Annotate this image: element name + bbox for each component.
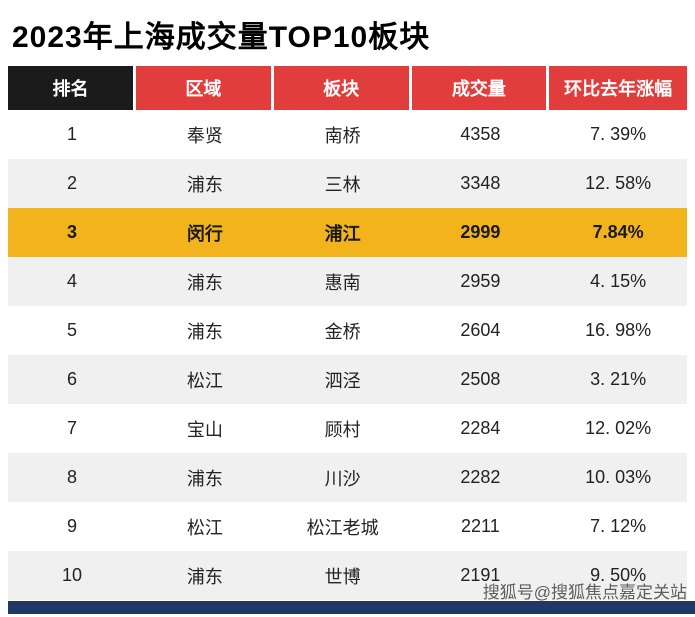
cell-block: 浦江	[324, 223, 361, 244]
cell-change: 7. 39%	[590, 124, 647, 144]
cell-volume: 3348	[460, 173, 501, 193]
cell-block: 世博	[324, 566, 361, 587]
cell-change: 10. 03%	[585, 467, 652, 487]
cell-volume: 2508	[460, 369, 501, 389]
cell-volume: 4358	[460, 124, 501, 144]
cell-region: 宝山	[186, 419, 223, 440]
cell-region: 浦东	[186, 321, 223, 342]
cell-change: 9. 50%	[590, 565, 647, 585]
table-row-1: 1 奉贤 南桥 4358 7. 39%	[8, 110, 687, 159]
cell-rank: 3	[66, 222, 77, 242]
cell-volume: 2284	[460, 418, 501, 438]
cell-rank: 8	[66, 467, 77, 487]
cell-region: 松江	[186, 370, 223, 391]
cell-block: 顾村	[324, 419, 361, 440]
cell-block: 南桥	[324, 125, 361, 146]
cell-rank: 7	[66, 418, 77, 438]
table-row-7: 7 宝山 顾村 2284 12. 02%	[8, 404, 687, 453]
top10-table: 排名 区域 板块 成交量 环比去年涨幅 1 奉贤 南桥 4358 7. 39% …	[8, 66, 687, 600]
header-block: 板块	[273, 66, 412, 110]
cell-change: 7.84%	[592, 222, 644, 242]
cell-rank: 6	[66, 369, 77, 389]
cell-block: 松江老城	[306, 517, 379, 538]
cell-region: 浦东	[186, 468, 223, 489]
table-row-10: 10 浦东 世博 2191 9. 50%	[8, 551, 687, 600]
cell-region: 浦东	[186, 174, 223, 195]
cell-region: 浦东	[186, 566, 223, 587]
cell-volume: 2282	[460, 467, 501, 487]
cell-block: 惠南	[324, 272, 361, 293]
cell-rank: 2	[66, 173, 77, 193]
cell-change: 3. 21%	[590, 369, 647, 389]
cell-rank: 9	[66, 516, 77, 536]
cell-change: 12. 02%	[585, 418, 652, 438]
cell-volume: 2211	[461, 516, 500, 536]
bottom-bar	[8, 601, 695, 614]
cell-change: 7. 12%	[590, 516, 647, 536]
cell-region: 浦东	[186, 272, 223, 293]
header-change: 环比去年涨幅	[549, 66, 687, 110]
cell-block: 川沙	[324, 468, 361, 489]
cell-block: 金桥	[324, 321, 361, 342]
cell-rank: 5	[66, 320, 77, 340]
cell-change: 12. 58%	[585, 173, 652, 193]
header-volume: 成交量	[411, 66, 550, 110]
cell-volume: 2191	[460, 565, 501, 585]
header-rank: 排名	[8, 66, 136, 110]
cell-volume: 2999	[460, 222, 501, 242]
header-region: 区域	[136, 66, 274, 110]
table-row-3-highlighted: 3 闵行 浦江 2999 7.84%	[8, 208, 687, 257]
page-title: 2023年上海成交量TOP10板块	[12, 21, 431, 54]
table-row-5: 5 浦东 金桥 2604 16. 98%	[8, 306, 687, 355]
cell-change: 4. 15%	[590, 271, 647, 291]
cell-volume: 2604	[460, 320, 501, 340]
watermark-text: 搜狐号@搜狐焦点嘉定关站	[482, 583, 687, 602]
cell-region: 奉贤	[186, 125, 223, 146]
table-row-2: 2 浦东 三林 3348 12. 58%	[8, 159, 687, 208]
table-row-4: 4 浦东 惠南 2959 4. 15%	[8, 257, 687, 306]
table-row-9: 9 松江 松江老城 2211 7. 12%	[8, 502, 687, 551]
table-header-row: 排名 区域 板块 成交量 环比去年涨幅	[8, 66, 687, 110]
cell-block: 泗泾	[324, 370, 361, 391]
cell-rank: 1	[66, 124, 77, 144]
cell-region: 松江	[186, 517, 223, 538]
cell-region: 闵行	[186, 223, 223, 244]
cell-change: 16. 98%	[585, 320, 652, 340]
cell-volume: 2959	[460, 271, 501, 291]
table-row-8: 8 浦东 川沙 2282 10. 03%	[8, 453, 687, 502]
table-row-6: 6 松江 泗泾 2508 3. 21%	[8, 355, 687, 404]
cell-rank: 4	[66, 271, 77, 291]
cell-block: 三林	[324, 174, 361, 195]
cell-rank: 10	[61, 565, 83, 585]
